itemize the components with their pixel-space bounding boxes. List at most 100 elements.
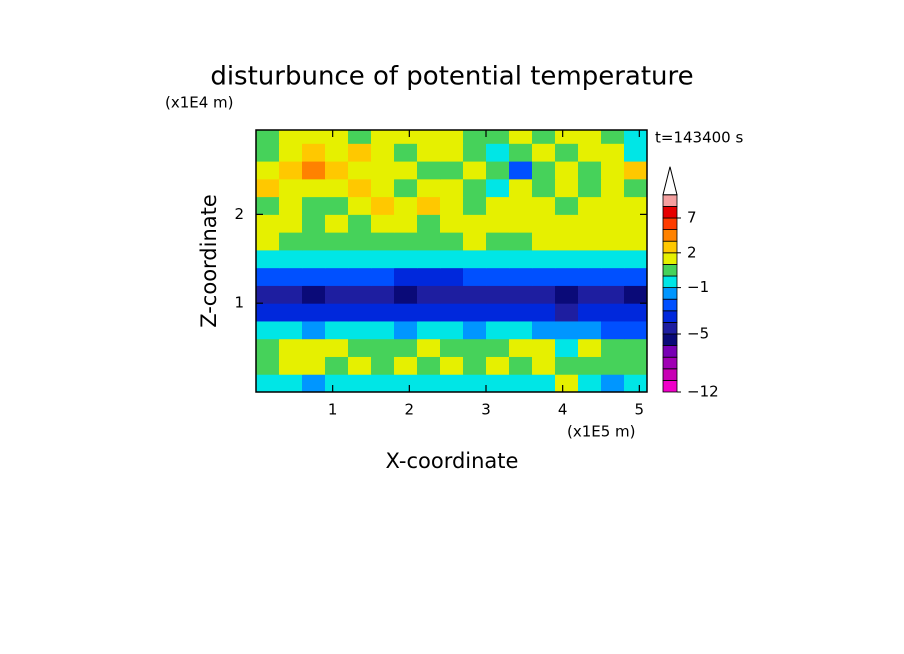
colorbar-box — [662, 240, 678, 254]
field-cell — [302, 338, 326, 357]
field-cell — [417, 320, 441, 340]
field-cell — [325, 143, 349, 162]
colorbar-label: −12 — [687, 383, 719, 401]
field-cell — [325, 356, 349, 375]
colorbar-box — [662, 345, 678, 358]
field-cell — [417, 196, 441, 215]
field-cell — [440, 214, 464, 233]
field-cell — [555, 374, 579, 393]
field-cell — [624, 161, 648, 180]
field-cell — [371, 130, 395, 144]
field-cell — [601, 214, 625, 233]
field-cell — [394, 267, 418, 286]
field-cell — [394, 196, 418, 215]
field-cell — [302, 303, 326, 322]
field-cell — [325, 338, 349, 357]
field-cell — [624, 338, 648, 357]
field-cell — [348, 249, 372, 269]
field-cell — [325, 267, 349, 286]
field-cell — [463, 161, 487, 180]
field-cell — [302, 130, 326, 144]
field-cell — [555, 161, 579, 180]
field-cell — [578, 338, 602, 357]
field-cell — [302, 374, 326, 393]
field-cell — [440, 303, 464, 322]
field-cell — [279, 232, 303, 251]
field-cell — [325, 374, 349, 393]
field-cell — [302, 249, 326, 269]
field-cell — [463, 143, 487, 162]
field-cell — [578, 214, 602, 233]
field-cell — [256, 143, 280, 162]
field-cell — [371, 232, 395, 251]
field-cell — [601, 161, 625, 180]
field-cell — [417, 161, 441, 180]
field-cell — [578, 267, 602, 286]
field-cell — [578, 249, 602, 269]
field-cell — [463, 303, 487, 322]
field-cell — [601, 178, 625, 198]
colorbar-box — [662, 287, 678, 300]
field-cell — [555, 143, 579, 162]
field-cell — [279, 267, 303, 286]
colorbar-box — [662, 275, 678, 289]
field-cell — [532, 356, 556, 375]
colorbar-box — [662, 333, 678, 347]
x-tick-label: 5 — [635, 401, 645, 419]
colorbar-box — [662, 310, 678, 323]
field-cell — [463, 249, 487, 269]
field-cell — [624, 232, 648, 251]
field-cell — [624, 249, 648, 269]
field-cell — [417, 232, 441, 251]
field-cell — [348, 303, 372, 322]
field-cell — [624, 196, 648, 215]
field-cell — [509, 303, 533, 322]
y-unit: (x1E4 m) — [165, 94, 234, 112]
field-cell — [624, 356, 648, 375]
field-cell — [394, 232, 418, 251]
field-cell — [394, 356, 418, 375]
field-cell — [601, 320, 625, 340]
field-cell — [371, 356, 395, 375]
field-cell — [371, 285, 395, 304]
field-cell — [486, 303, 510, 322]
field-cell — [417, 214, 441, 233]
field-cell — [486, 267, 510, 286]
field-cell — [509, 285, 533, 304]
colorbar-box — [662, 205, 678, 219]
field-cell — [348, 267, 372, 286]
field-cell — [578, 303, 602, 322]
field-cell — [371, 214, 395, 233]
field-cell — [532, 143, 556, 162]
field-cell — [532, 161, 556, 180]
field-cell — [394, 178, 418, 198]
field-cell — [325, 214, 349, 233]
field-cell — [417, 143, 441, 162]
field-cell — [578, 232, 602, 251]
colorbar-box — [662, 298, 678, 312]
field-cell — [486, 196, 510, 215]
field-cell — [302, 232, 326, 251]
field-cell — [532, 303, 556, 322]
field-cell — [440, 320, 464, 340]
field-cell — [532, 130, 556, 144]
field-cell — [371, 267, 395, 286]
field-cell — [624, 320, 648, 340]
field-cell — [509, 338, 533, 357]
field-cell — [371, 161, 395, 180]
field-cell — [624, 130, 648, 144]
field-cell — [601, 356, 625, 375]
field-cell — [302, 214, 326, 233]
x-unit: (x1E5 m) — [567, 423, 636, 441]
field-cell — [371, 178, 395, 198]
field-cell — [463, 178, 487, 198]
field-cell — [440, 267, 464, 286]
field-cell — [417, 356, 441, 375]
field-cell — [371, 303, 395, 322]
field-cell — [417, 249, 441, 269]
field-cell — [394, 214, 418, 233]
field-cell — [509, 143, 533, 162]
field-cell — [279, 338, 303, 357]
colorbar-box — [662, 229, 678, 242]
field-cell — [394, 320, 418, 340]
